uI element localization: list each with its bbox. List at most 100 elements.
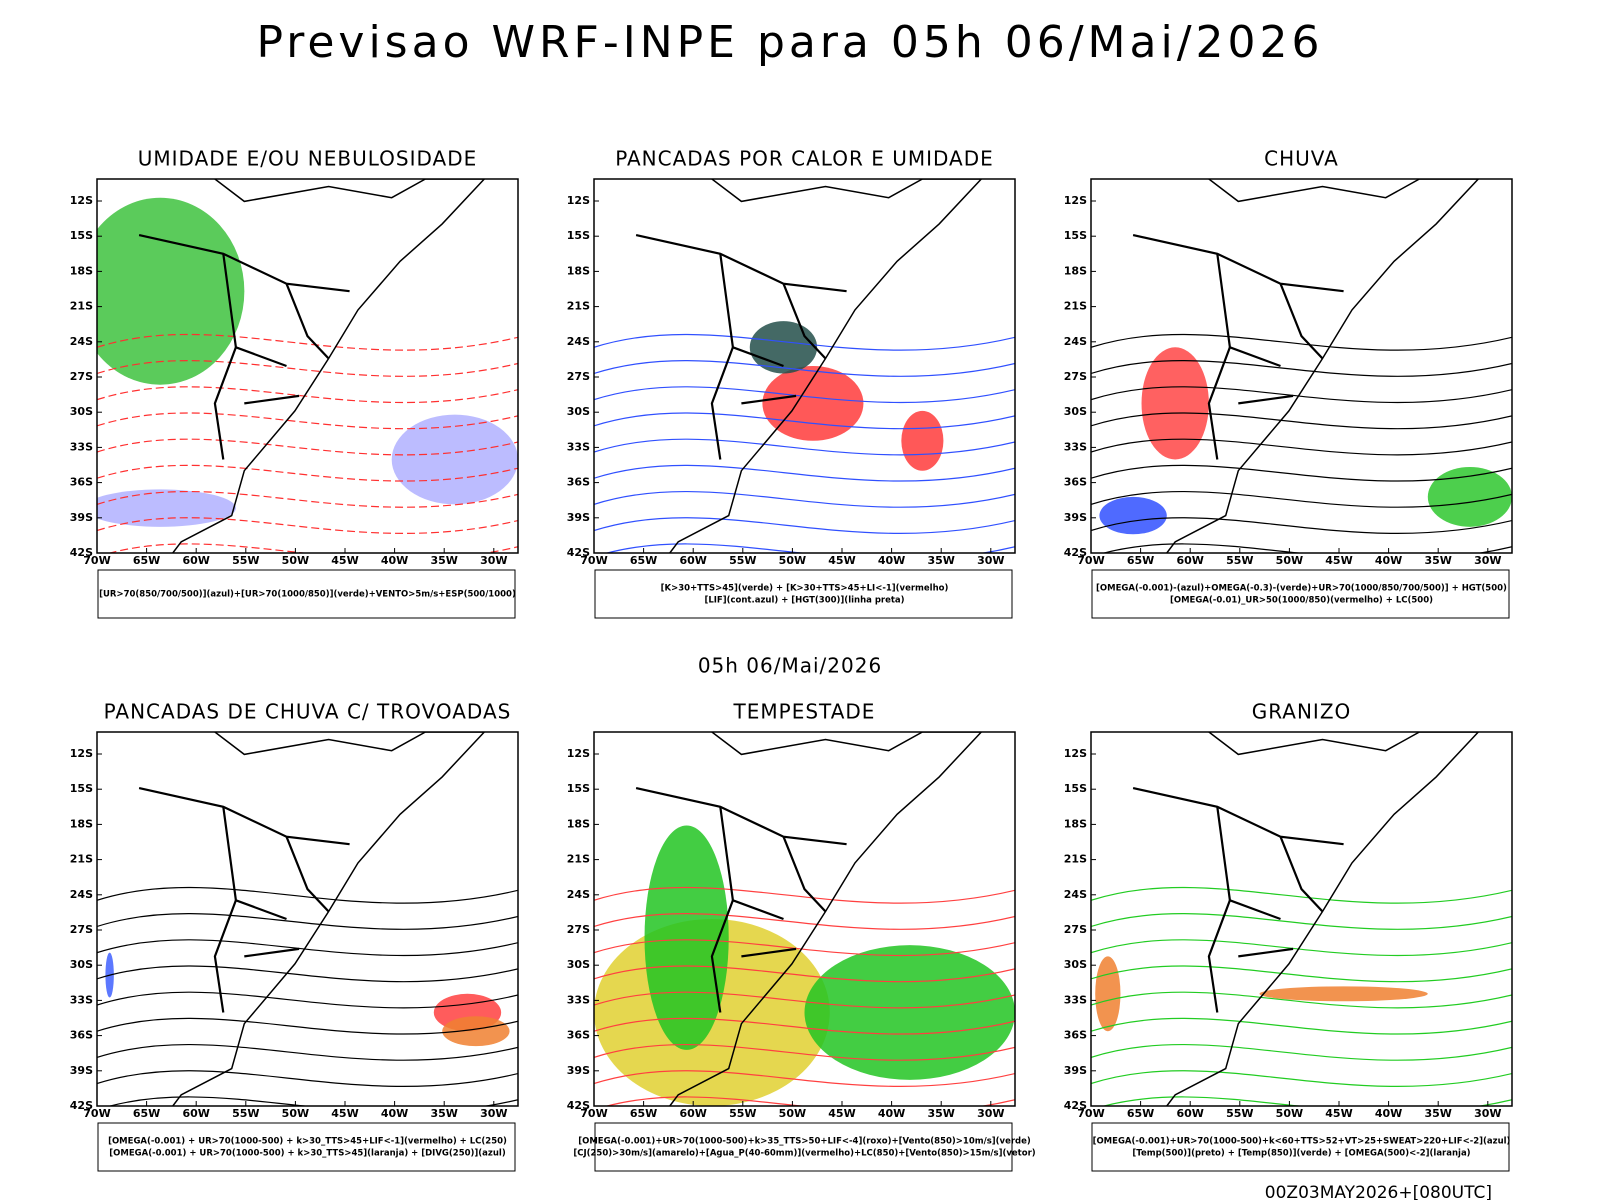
lat-label: 12S	[1064, 194, 1087, 207]
legend-text: [OMEGA(-0.01)_UR>50(1000/850)(vermelho) …	[1170, 596, 1433, 606]
lon-label: 65W	[133, 554, 160, 567]
lon-label: 45W	[1325, 1107, 1352, 1120]
border	[1207, 346, 1231, 460]
border	[213, 899, 237, 1013]
lon-label: 40W	[878, 1107, 905, 1120]
contour-line	[594, 886, 1015, 904]
legend-text: [OMEGA(-0.001) + UR>70(1000-500) + k>30_…	[108, 1137, 507, 1147]
contour-line	[1091, 1070, 1512, 1087]
border	[1216, 253, 1281, 368]
border	[285, 836, 330, 913]
contour-line	[594, 490, 1015, 508]
lon-label: 40W	[1375, 1107, 1402, 1120]
panel-title: PANCADAS POR CALOR E UMIDADE	[615, 147, 994, 171]
lon-label: 50W	[282, 554, 309, 567]
lat-label: 15S	[1064, 229, 1087, 242]
panel-title: PANCADAS DE CHUVA C/ TROVOADAS	[104, 700, 512, 724]
legend-text: [OMEGA(-0.001) + UR>70(1000-500) + k>30_…	[109, 1149, 506, 1159]
lat-label: 42S	[567, 1099, 590, 1112]
legend-text: [UR>70(850/700/500)](azul)+[UR>70(1000/8…	[99, 590, 516, 600]
lat-label: 36S	[1064, 476, 1087, 489]
lat-label: 15S	[567, 229, 590, 242]
lat-label: 27S	[567, 370, 590, 383]
lon-label: 35W	[927, 1107, 954, 1120]
map-frame	[1090, 178, 1513, 554]
lon-label: 60W	[679, 1107, 706, 1120]
contour-line	[594, 991, 1015, 1009]
legend-box	[594, 1122, 1013, 1172]
field-area	[97, 489, 236, 527]
lat-label: 39S	[567, 511, 590, 524]
legend-box	[97, 1122, 516, 1172]
contour-line	[605, 543, 1015, 553]
lon-label: 65W	[1127, 554, 1154, 567]
lon-label: 60W	[182, 1107, 209, 1120]
border	[710, 899, 734, 1013]
lat-label: 24S	[567, 888, 590, 901]
panel-title: GRANIZO	[1252, 700, 1352, 724]
border	[1279, 283, 1324, 360]
map-panel: CHUVA 12S 15S 18S 21S 24S 27S 30S 33S 36S 39S 42S70…	[1064, 147, 1513, 619]
lat-label: 30S	[567, 958, 590, 971]
lon-label: 55W	[729, 554, 756, 567]
contour-line	[97, 438, 518, 456]
lat-label: 15S	[567, 782, 590, 795]
border	[741, 947, 797, 958]
map-frame	[593, 178, 1016, 554]
contour-line	[1091, 438, 1512, 456]
map-area	[594, 179, 1015, 553]
map-area	[1091, 179, 1512, 553]
lon-label: 40W	[1375, 554, 1402, 567]
lat-label: 30S	[70, 405, 93, 418]
map-area	[594, 732, 1015, 1106]
lon-label: 50W	[779, 1107, 806, 1120]
map-frame	[96, 731, 519, 1107]
map-panel: PANCADAS DE CHUVA C/ TROVOADAS 12S 15S 18S 2…	[70, 700, 519, 1172]
field-area	[97, 197, 245, 385]
lat-label: 33S	[70, 993, 93, 1006]
lon-label: 70W	[580, 1107, 607, 1120]
lat-label: 12S	[70, 747, 93, 760]
lat-label: 12S	[70, 194, 93, 207]
lat-label: 42S	[70, 546, 93, 559]
lat-label: 36S	[567, 476, 590, 489]
lat-label: 33S	[70, 440, 93, 453]
lat-label: 39S	[70, 1064, 93, 1077]
lon-label: 40W	[878, 554, 905, 567]
lon-label: 35W	[927, 554, 954, 567]
lon-label: 50W	[1276, 1107, 1303, 1120]
lat-label: 33S	[1064, 993, 1087, 1006]
contour-line	[605, 1096, 1015, 1106]
lat-label: 39S	[567, 1064, 590, 1077]
lat-label: 21S	[567, 853, 590, 866]
border	[710, 346, 734, 460]
legend-text: [LIF](cont.azul) + [HGT(300)](linha pret…	[704, 596, 904, 606]
coastline	[1166, 732, 1480, 1106]
field-area	[442, 1016, 510, 1047]
lat-label: 42S	[1064, 1099, 1087, 1112]
contour-line	[1091, 886, 1512, 904]
lat-label: 42S	[1064, 546, 1087, 559]
lat-label: 18S	[1064, 264, 1087, 277]
contour-line	[97, 490, 518, 508]
lon-label: 30W	[480, 1107, 507, 1120]
contour-line	[1091, 360, 1512, 377]
lon-label: 45W	[331, 554, 358, 567]
border	[635, 234, 847, 293]
lon-label: 70W	[83, 554, 110, 567]
border	[635, 787, 847, 846]
lat-label: 42S	[567, 546, 590, 559]
lon-label: 65W	[1127, 1107, 1154, 1120]
lat-label: 39S	[1064, 511, 1087, 524]
lat-label: 39S	[70, 511, 93, 524]
legend-text: [CJ(250)>30m/s](amarelo)+[Agua_P(40-60mm…	[573, 1149, 1035, 1159]
coastline	[669, 179, 983, 553]
lat-label: 18S	[70, 817, 93, 830]
lat-label: 24S	[70, 888, 93, 901]
lat-label: 30S	[70, 958, 93, 971]
contour-line	[97, 886, 518, 904]
panel-title: CHUVA	[1264, 147, 1339, 171]
field-area	[1427, 466, 1512, 527]
lon-label: 45W	[331, 1107, 358, 1120]
lon-label: 35W	[1424, 1107, 1451, 1120]
